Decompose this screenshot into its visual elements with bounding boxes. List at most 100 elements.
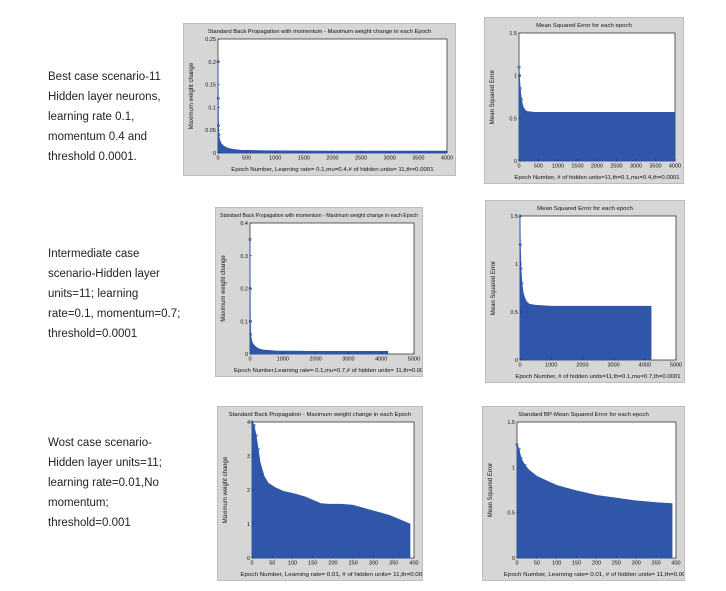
x-tick-label: 3500 <box>649 164 661 170</box>
scenario-line: momentum; <box>48 497 109 509</box>
data-point <box>256 447 260 451</box>
scenario-line: learning rate 0.1, <box>48 111 135 123</box>
y-tick-label: 1 <box>515 262 518 268</box>
x-tick-label: 3500 <box>412 156 424 162</box>
x-tick-label: 400 <box>409 561 418 567</box>
scenario-worst-description: Wost case scenario- Hidden layer units=1… <box>48 433 162 533</box>
chart-panel-worst-mse: Standard BP-Mean Squared Error for each … <box>482 406 685 581</box>
scenario-line: threshold=0.0001 <box>48 328 138 340</box>
y-axis-label: Mean Squared Error <box>491 261 497 315</box>
data-point <box>515 443 519 447</box>
data-point <box>518 243 522 247</box>
chart-svg: Standard Back Propagation with momentum … <box>220 213 422 374</box>
x-tick-label: 5000 <box>408 357 420 363</box>
x-tick-label: 3000 <box>384 156 396 162</box>
chart-panel-best-weight-change: Standard Back Propagation with momentum … <box>183 23 456 176</box>
scenario-line: threshold 0.0001. <box>48 151 137 163</box>
data-point <box>519 267 523 271</box>
y-tick-label: 0.15 <box>205 83 216 89</box>
x-tick-label: 150 <box>572 561 581 567</box>
data-point <box>216 124 220 128</box>
chart-title: Mean Squared Error for each epoch <box>536 23 632 29</box>
x-tick-label: 2500 <box>355 156 367 162</box>
scenario-line: scenario-Hidden layer <box>48 268 160 280</box>
data-point <box>519 98 523 102</box>
x-tick-label: 350 <box>389 561 398 567</box>
y-tick-label: 0.05 <box>205 128 216 134</box>
data-series-area <box>249 239 389 355</box>
scenario-line: Intermediate case <box>48 248 140 260</box>
y-tick-label: 1 <box>514 74 517 80</box>
y-tick-label: 1 <box>247 522 250 528</box>
x-tick-label: 3000 <box>607 363 619 369</box>
y-tick-label: 0.2 <box>240 287 248 293</box>
x-tick-label: 350 <box>652 561 661 567</box>
y-tick-label: 1.5 <box>509 31 517 37</box>
x-tick-label: 1000 <box>552 164 564 170</box>
x-tick-label: 1000 <box>277 357 289 363</box>
x-tick-label: 200 <box>328 561 337 567</box>
chart-title: Mean Squared Error for each epoch <box>537 206 633 212</box>
x-tick-label: 100 <box>288 561 297 567</box>
x-tick-label: 250 <box>612 561 621 567</box>
x-tick-label: 200 <box>592 561 601 567</box>
x-tick-label: 50 <box>269 561 275 567</box>
y-axis-label: Maximum weight change <box>221 255 227 322</box>
chart-svg: Standard Back Propagation with momentum … <box>189 29 453 173</box>
chart-svg: Mean Squared Error for each epoch 0 500 100… <box>490 23 681 181</box>
data-point <box>517 65 521 69</box>
x-tick-label: 1500 <box>298 156 310 162</box>
chart-panel-intermediate-weight-change: Standard Back Propagation with momentum … <box>215 207 423 377</box>
y-tick-label: 0.3 <box>240 254 248 260</box>
x-tick-label: 500 <box>534 164 543 170</box>
x-tick-label: 300 <box>632 561 641 567</box>
x-tick-label: 2500 <box>610 164 622 170</box>
y-tick-label: 0.4 <box>240 221 248 227</box>
x-axis-label: Epoch Number, Learning rate= 0.01, # of … <box>504 572 684 578</box>
x-tick-label: 3000 <box>342 357 354 363</box>
y-tick-label: 0.5 <box>509 116 517 122</box>
y-tick-label: 1.5 <box>507 420 515 426</box>
data-point <box>523 464 527 468</box>
scenario-line: units=11; learning <box>48 288 139 300</box>
data-series-area <box>217 61 448 154</box>
y-tick-label: 0.25 <box>205 37 216 43</box>
x-tick-label: 0 <box>216 156 219 162</box>
y-tick-label: 4 <box>247 420 250 426</box>
data-series-area <box>516 444 673 559</box>
y-tick-label: 0.2 <box>208 60 216 66</box>
scenario-line: momentum 0.4 and <box>48 131 148 143</box>
scenario-intermediate-description: Intermediate case scenario-Hidden layer … <box>48 244 180 344</box>
data-point <box>519 456 523 460</box>
y-axis-label: Mean Squared Error <box>488 463 494 517</box>
plot-area <box>249 222 415 355</box>
x-tick-label: 4000 <box>441 156 453 162</box>
chart-title: Standard Back Propagation - Maximum weig… <box>229 412 412 418</box>
y-tick-label: 1 <box>512 465 515 471</box>
x-tick-label: 2000 <box>576 363 588 369</box>
x-tick-label: 300 <box>369 561 378 567</box>
y-tick-label: 0.5 <box>510 310 518 316</box>
x-tick-label: 4000 <box>375 357 387 363</box>
scenario-best-description: Best case scenario-11 Hidden layer neuro… <box>48 67 161 167</box>
scenario-line: Best case scenario-11 <box>48 71 161 83</box>
x-tick-label: 0 <box>248 357 251 363</box>
y-tick-label: 0.1 <box>208 105 216 111</box>
y-tick-label: 0.5 <box>507 511 515 517</box>
y-tick-label: 0 <box>514 159 517 165</box>
data-point <box>254 434 258 438</box>
plot-area <box>217 38 448 154</box>
chart-svg: Standard Back Propagation - Maximum weig… <box>223 412 422 578</box>
x-tick-label: 1500 <box>571 164 583 170</box>
x-tick-label: 50 <box>534 561 540 567</box>
x-tick-label: 5000 <box>670 363 682 369</box>
data-point <box>252 423 256 427</box>
x-tick-label: 150 <box>308 561 317 567</box>
x-tick-label: 100 <box>552 561 561 567</box>
x-axis-label: Epoch Number, Learning rate= 0.1,mu=0.4,… <box>231 167 433 173</box>
chart-panel-best-mse: Mean Squared Error for each epoch 0 500 100… <box>484 17 684 184</box>
chart-title: Standard BP-Mean Squared Error for each … <box>518 412 649 418</box>
y-tick-label: 3 <box>247 454 250 460</box>
chart-svg: Standard BP-Mean Squared Error for each … <box>488 412 684 578</box>
chart-title: Standard Back Propagation with momentum … <box>208 29 431 35</box>
